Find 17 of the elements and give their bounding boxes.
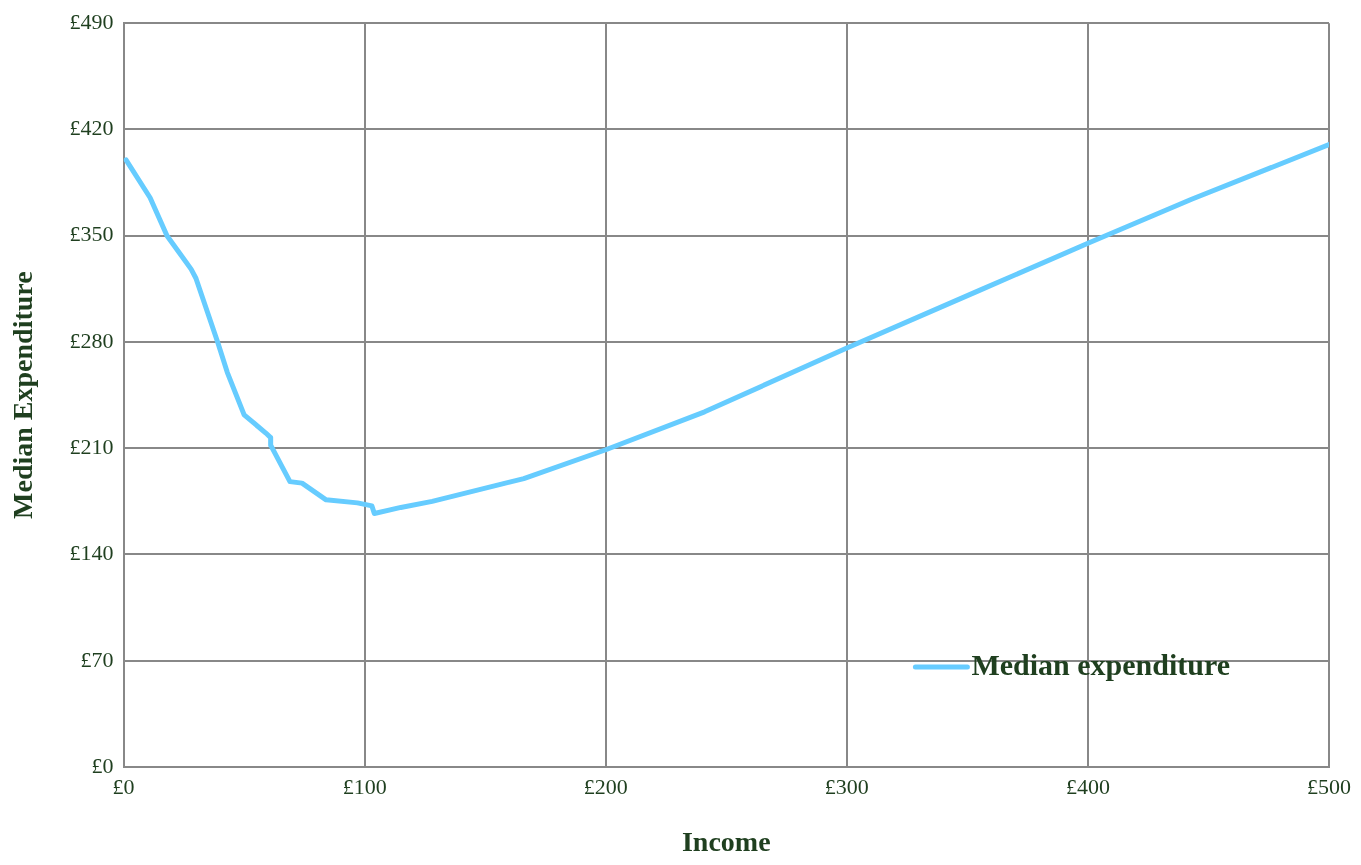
y-tick-label: £0 [91,752,114,778]
legend-label: Median expenditure [971,647,1231,681]
x-axis-title: Income [681,826,771,858]
x-tick-label: £100 [342,773,387,799]
y-tick-label: £420 [69,115,114,141]
x-tick-label: £500 [1307,773,1351,799]
x-tick-label: £0 [112,773,135,799]
x-tick-label: £400 [1065,773,1110,799]
y-tick-label: £210 [69,434,114,460]
y-tick-label: £140 [69,540,114,566]
x-tick-label: £200 [583,773,628,799]
x-tick-label: £300 [824,773,869,799]
y-tick-label: £490 [69,8,114,34]
y-tick-label: £350 [69,221,114,247]
y-tick-label: £280 [69,327,114,353]
y-tick-label: £70 [80,646,114,672]
y-axis-title: Median Expenditure [7,271,39,519]
